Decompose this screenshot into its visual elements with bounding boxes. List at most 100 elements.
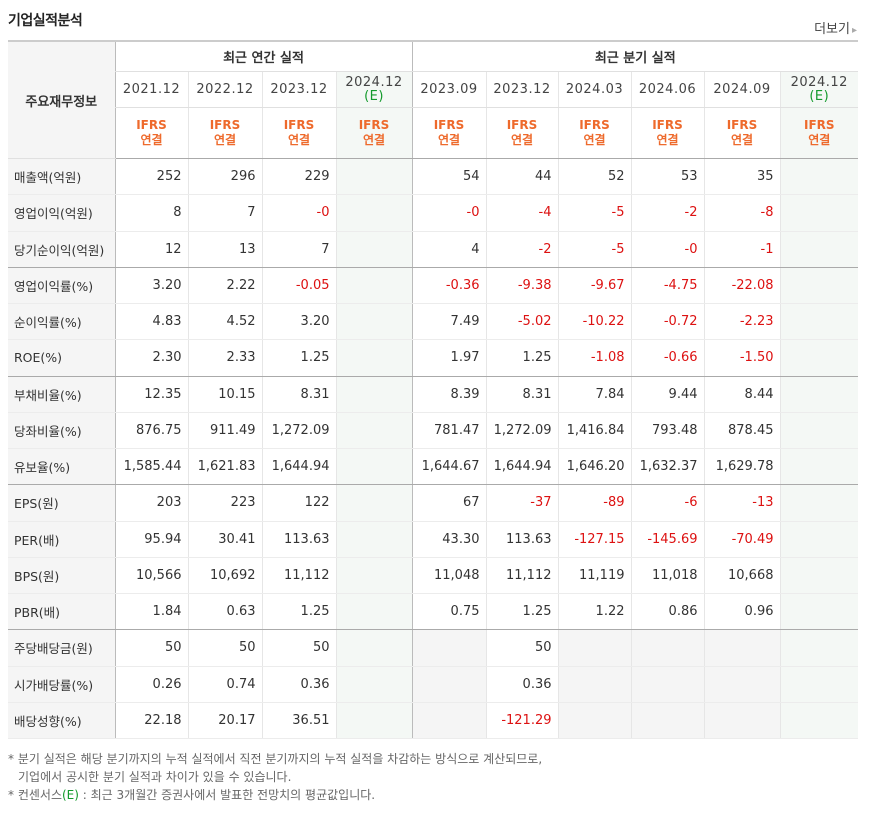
period-header: 2024.06: [630, 71, 704, 108]
value-cell: 30.41: [187, 521, 262, 558]
row-label: 부채비율(%): [8, 376, 115, 413]
value-cell: 7: [261, 231, 336, 268]
value-cell: -5: [557, 194, 631, 232]
group-header: 최근 연간 실적: [114, 40, 412, 72]
value-cell: 50: [114, 629, 188, 667]
value-cell: 0.26: [114, 666, 188, 703]
value-cell: -5: [557, 231, 631, 268]
note-text: : 최근 3개월간 증권사에서 발표한 전망치의 평균값입니다.: [82, 788, 376, 802]
value-cell: -0.66: [630, 339, 704, 377]
period-header: 2023.09: [411, 71, 486, 108]
row-label: 주당배당금(원): [8, 629, 115, 667]
value-cell: -4: [485, 194, 558, 232]
value-cell: 0.36: [485, 666, 558, 703]
value-cell: -1.08: [557, 339, 631, 377]
value-cell: 2.30: [114, 339, 188, 377]
value-cell: 35: [703, 158, 780, 196]
value-cell: -89: [557, 484, 631, 522]
row-label: BPS(원): [8, 557, 115, 595]
value-cell: 7.84: [557, 376, 631, 413]
basis: IFRS: [433, 118, 465, 132]
note-line: * 컨센서스(E) : 최근 3개월간 증권사에서 발표한 전망치의 평균값입니…: [8, 788, 376, 802]
value-cell: 122: [261, 484, 336, 522]
empty-cell: [411, 702, 486, 740]
value-cell: 1.25: [261, 339, 336, 377]
value-cell: 1,646.20: [557, 448, 631, 486]
value-cell: 8.31: [261, 376, 336, 413]
row-label: 유보율(%): [8, 448, 115, 486]
value-cell: 8.31: [485, 376, 558, 413]
empty-cell: [335, 412, 412, 450]
more-link[interactable]: 더보기: [814, 18, 857, 37]
value-cell: -0.72: [630, 303, 704, 341]
scope: 연결: [510, 133, 534, 147]
empty-cell: [779, 412, 859, 450]
value-cell: -145.69: [630, 521, 704, 558]
value-cell: 9.44: [630, 376, 704, 413]
scope: 연결: [808, 133, 831, 147]
value-cell: 7: [187, 194, 262, 232]
scope: 연결: [437, 133, 461, 147]
row-label: 배당성향(%): [8, 702, 115, 740]
basis: IFRS: [652, 118, 683, 132]
row-label: ROE(%): [8, 339, 115, 377]
empty-cell: [335, 484, 412, 522]
table-row: PER(배) 95.94 30.41 113.63 43.30 113.63 -127.15…: [8, 521, 859, 558]
value-cell: 4.83: [114, 303, 188, 341]
period: 2024.12: [345, 74, 403, 90]
basis-header: IFRS 연결: [703, 107, 780, 159]
value-cell: 52: [557, 158, 631, 196]
table-row: EPS(원) 203 223 122 67 -37 -89 -6 -13: [8, 484, 859, 522]
value-cell: 1,629.78: [703, 448, 780, 486]
basis-header: IFRS 연결: [187, 107, 262, 159]
basis: IFRS: [209, 118, 241, 132]
value-cell: -70.49: [703, 521, 780, 558]
scope: 연결: [140, 133, 163, 147]
row-label: 영업이익률(%): [8, 267, 115, 305]
empty-cell: [335, 376, 412, 413]
value-cell: 10,668: [703, 557, 780, 595]
period: 2024.12: [790, 74, 848, 90]
value-cell: 11,112: [485, 557, 558, 595]
empty-cell: [630, 666, 704, 703]
basis-header: IFRS 연결: [630, 107, 704, 159]
value-cell: 4: [411, 231, 486, 268]
empty-cell: [703, 702, 780, 740]
period-header: 2024.09: [703, 71, 780, 108]
value-cell: -22.08: [703, 267, 780, 305]
notes: * 분기 실적은 해당 분기까지의 누적 실적에서 직전 분기까지의 누적 실적…: [8, 750, 542, 804]
period: 2022.12: [196, 81, 254, 97]
basis: IFRS: [803, 118, 835, 132]
value-cell: -10.22: [557, 303, 631, 341]
table-row: 주당배당금(원) 50 50 50 50: [8, 629, 859, 667]
value-cell: 1.84: [114, 593, 188, 631]
value-cell: 1,416.84: [557, 412, 631, 450]
note-line: 기업에서 공시한 분기 실적과 차이가 있을 수 있습니다.: [8, 768, 542, 786]
period-row: 2021.12 2022.12 2023.12 2024.12 (E) 2023.09 20…: [8, 71, 859, 108]
group-header-row: 주요재무정보 최근 연간 실적 최근 분기 실적: [8, 40, 859, 159]
value-cell: -9.67: [557, 267, 631, 305]
empty-cell: [335, 702, 412, 740]
value-cell: 13: [187, 231, 262, 268]
note-line: * 분기 실적은 해당 분기까지의 누적 실적에서 직전 분기까지의 누적 실적…: [8, 752, 543, 766]
basis-header: IFRS 연결: [114, 107, 188, 159]
value-cell: 12: [114, 231, 188, 268]
scope: 연결: [287, 133, 311, 147]
period-header: 2023.12: [485, 71, 558, 108]
empty-cell: [335, 629, 412, 667]
scope: 연결: [730, 133, 754, 147]
table-row: ROE(%) 2.30 2.33 1.25 1.97 1.25 -1.08 -0.66 -1.5…: [8, 339, 859, 377]
table-row: 영업이익(억원) 8 7 -0 -0 -4 -5 -2 -8: [8, 194, 859, 232]
value-cell: 1,632.37: [630, 448, 704, 486]
value-cell: 20.17: [187, 702, 262, 740]
empty-cell: [557, 666, 631, 703]
empty-cell: [703, 666, 780, 703]
table-row: 당기순이익(억원) 12 13 7 4 -2 -5 -0 -1: [8, 231, 859, 268]
value-cell: 95.94: [114, 521, 188, 558]
empty-cell: [779, 376, 859, 413]
value-cell: 1.22: [557, 593, 631, 631]
empty-cell: [779, 666, 859, 703]
period-header: 2022.12: [187, 71, 262, 108]
value-cell: 1.25: [261, 593, 336, 631]
empty-cell: [779, 484, 859, 522]
